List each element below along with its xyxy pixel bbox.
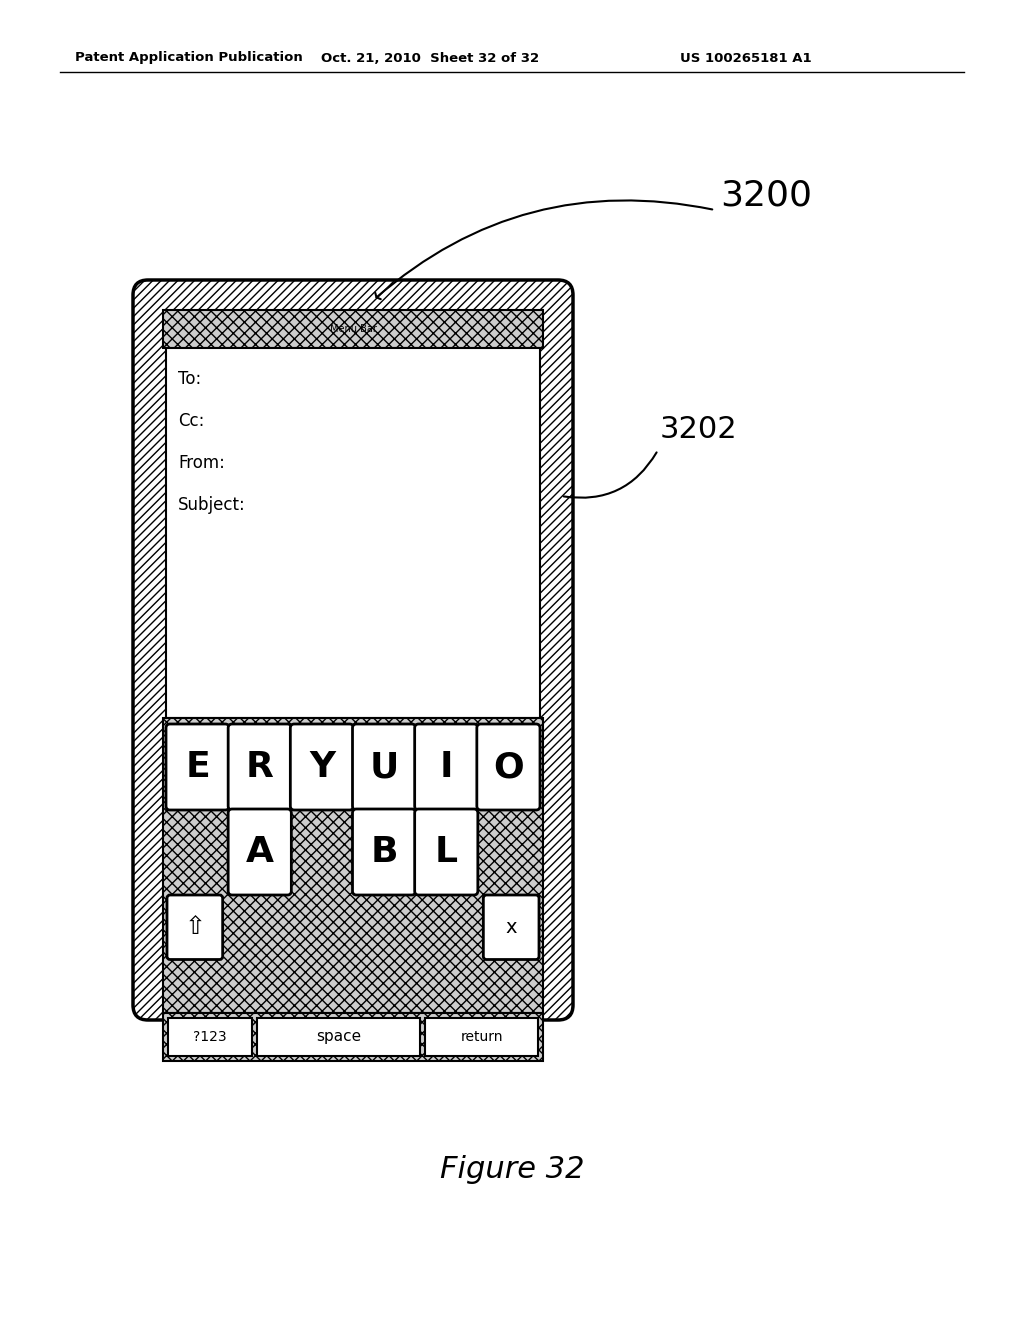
Text: From:: From: [178, 454, 225, 473]
Bar [163, 1012, 543, 1061]
Text: O: O [493, 750, 524, 784]
Text: B: B [371, 836, 398, 869]
FancyBboxPatch shape [352, 723, 416, 810]
Text: Patent Application Publication: Patent Application Publication [75, 51, 303, 65]
Text: Y: Y [309, 750, 335, 784]
FancyBboxPatch shape [167, 895, 222, 960]
Text: ?123: ?123 [193, 1030, 226, 1044]
FancyBboxPatch shape [352, 809, 416, 895]
FancyBboxPatch shape [166, 723, 229, 810]
Text: US 100265181 A1: US 100265181 A1 [680, 51, 812, 65]
Text: x: x [506, 917, 517, 937]
Text: space: space [315, 1030, 360, 1044]
Text: E: E [185, 750, 210, 784]
Text: Menu Bar: Menu Bar [330, 323, 377, 334]
FancyBboxPatch shape [415, 809, 478, 895]
Bar [425, 1018, 538, 1056]
Bar [163, 718, 543, 1012]
Text: Subject:: Subject: [178, 496, 246, 513]
FancyBboxPatch shape [291, 723, 353, 810]
Text: To:: To: [178, 370, 202, 388]
Text: Oct. 21, 2010  Sheet 32 of 32: Oct. 21, 2010 Sheet 32 of 32 [321, 51, 539, 65]
Bar [163, 310, 543, 348]
Text: Figure 32: Figure 32 [439, 1155, 585, 1184]
Text: return: return [460, 1030, 503, 1044]
Text: U: U [370, 750, 398, 784]
Text: Cc:: Cc: [178, 412, 205, 430]
Text: 3202: 3202 [660, 416, 737, 445]
FancyBboxPatch shape [228, 809, 292, 895]
Text: 3200: 3200 [720, 178, 812, 213]
FancyBboxPatch shape [483, 895, 539, 960]
Text: R: R [246, 750, 273, 784]
Text: I: I [439, 750, 453, 784]
Bar [166, 348, 540, 718]
Text: A: A [246, 836, 273, 869]
Text: L: L [435, 836, 458, 869]
FancyBboxPatch shape [228, 723, 292, 810]
FancyBboxPatch shape [477, 723, 540, 810]
FancyBboxPatch shape [415, 723, 478, 810]
Bar [257, 1018, 420, 1056]
FancyBboxPatch shape [133, 280, 573, 1020]
Bar [168, 1018, 252, 1056]
Text: ⇧: ⇧ [184, 915, 206, 940]
